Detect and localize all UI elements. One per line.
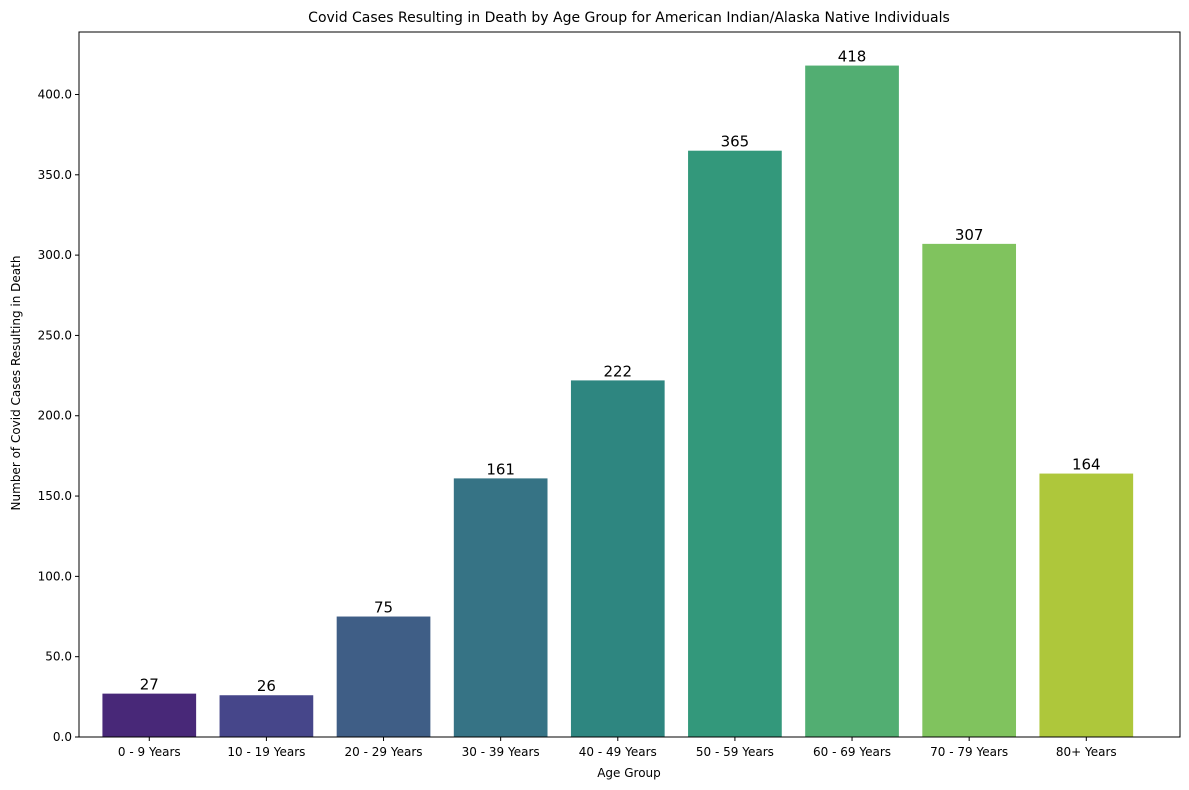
y-tick-label: 100.0 — [38, 569, 72, 583]
x-tick-label: 40 - 49 Years — [579, 745, 657, 759]
bar — [102, 693, 197, 737]
y-axis-label: Number of Covid Cases Resulting in Death — [9, 256, 23, 511]
x-tick-label: 80+ Years — [1056, 745, 1117, 759]
x-tick-label: 70 - 79 Years — [930, 745, 1008, 759]
data-label: 307 — [955, 226, 984, 244]
plot-area: 27 0 - 9 Years 26 10 - 19 Years 75 20 - 29 Ye… — [38, 31, 1181, 759]
y-tick-label: 250.0 — [38, 328, 72, 342]
x-tick-label: 10 - 19 Years — [227, 745, 305, 759]
x-axis-label: Age Group — [597, 766, 661, 780]
bar — [1039, 473, 1134, 737]
x-tick-label: 20 - 29 Years — [345, 745, 423, 759]
bar — [570, 380, 665, 737]
bar — [805, 65, 899, 737]
y-tick-label: 50.0 — [45, 650, 72, 664]
y-tick-label: 400.0 — [38, 87, 72, 101]
axes-frame — [78, 31, 1181, 738]
y-tick-label: 0.0 — [53, 730, 72, 744]
bar — [688, 150, 782, 737]
data-label: 164 — [1072, 456, 1101, 474]
data-label: 365 — [721, 133, 750, 151]
bar — [922, 243, 1017, 737]
y-tick-label: 350.0 — [38, 168, 72, 182]
data-label: 26 — [257, 677, 276, 695]
y-tick-label: 300.0 — [38, 248, 72, 262]
data-label: 222 — [603, 362, 632, 380]
bar — [219, 695, 314, 737]
bar — [336, 616, 431, 737]
x-tick-label: 50 - 59 Years — [696, 745, 774, 759]
bar — [453, 478, 548, 737]
y-tick-label: 200.0 — [38, 409, 72, 423]
chart-title: Covid Cases Resulting in Death by Age Gr… — [308, 10, 950, 26]
y-tick-label: 150.0 — [38, 489, 72, 503]
x-tick-label: 30 - 39 Years — [462, 745, 540, 759]
x-tick-label: 60 - 69 Years — [813, 745, 891, 759]
x-tick-label: 0 - 9 Years — [118, 745, 181, 759]
data-label: 27 — [140, 676, 159, 694]
data-label: 418 — [838, 48, 867, 66]
data-label: 161 — [486, 460, 515, 478]
data-label: 75 — [374, 599, 393, 617]
